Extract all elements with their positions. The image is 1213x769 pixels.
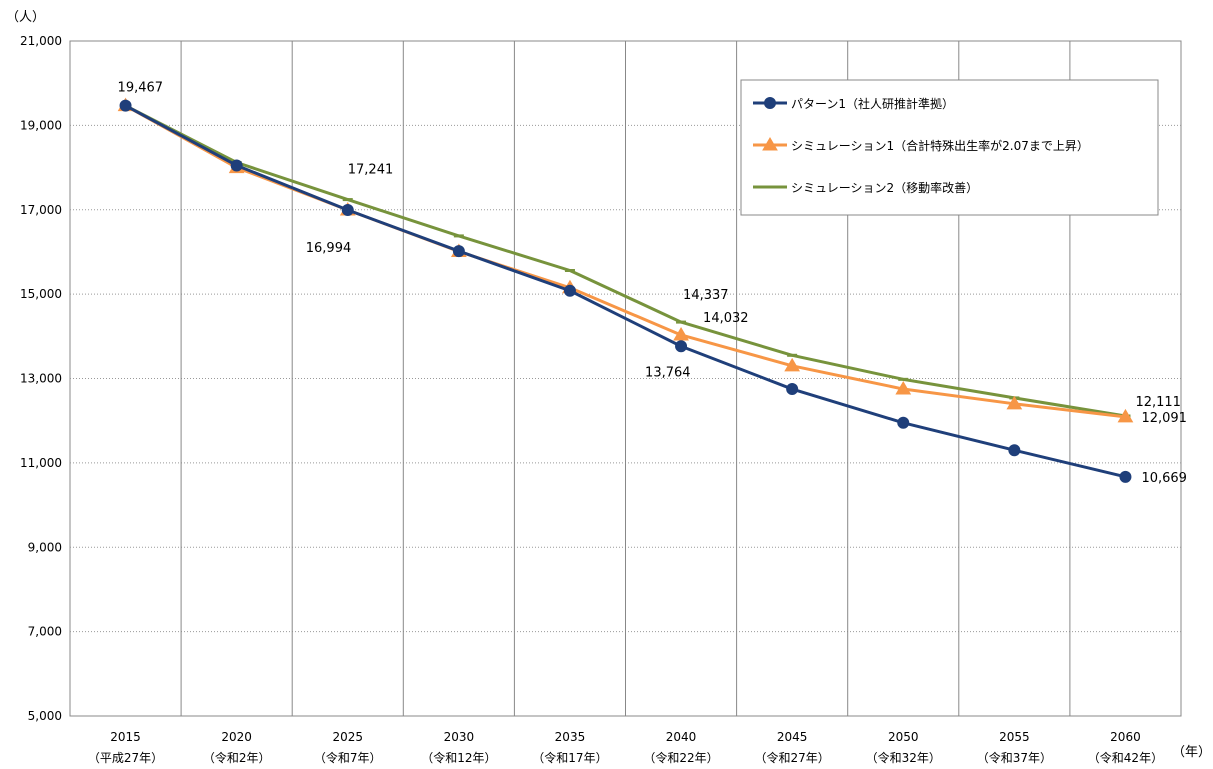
x-tick-sublabel: （令和22年） <box>643 750 718 765</box>
series-point <box>676 320 687 324</box>
data-label: 17,241 <box>348 163 394 178</box>
legend-marker <box>764 97 776 109</box>
y-tick-label: 13,000 <box>20 372 62 386</box>
y-tick-label: 21,000 <box>20 34 62 48</box>
y-tick-label: 9,000 <box>28 540 62 554</box>
series-point <box>452 245 465 258</box>
series-point <box>787 353 798 357</box>
legend-marker <box>765 185 775 189</box>
data-label: 19,467 <box>118 81 164 96</box>
legend-item-1: パターン1（社人研推計準拠） <box>753 96 954 111</box>
series-point <box>786 383 799 396</box>
legend-item-2: シミュレーション1（合計特殊出生率が2.07まで上昇） <box>753 137 1089 153</box>
y-tick-label: 11,000 <box>20 456 62 470</box>
x-tick-sublabel: （平成27年） <box>88 751 163 765</box>
x-tick-label: 2060 <box>1110 730 1141 744</box>
y-tick-label: 19,000 <box>20 118 62 132</box>
series-point <box>1006 395 1023 410</box>
series-point <box>341 204 354 217</box>
series-line <box>124 104 1126 479</box>
series-point <box>1119 470 1132 483</box>
data-label: 12,111 <box>1135 395 1181 410</box>
x-tick-sublabel: （令和27年） <box>755 750 830 765</box>
series-point <box>675 340 688 353</box>
y-tick-label: 5,000 <box>28 709 62 723</box>
x-tick-sublabel: （令和17年） <box>532 750 607 765</box>
x-tick-label: 2015 <box>110 730 141 744</box>
legend: パターン1（社人研推計準拠） シミュレーション1（合計特殊出生率が2.07まで上昇… <box>740 79 1159 216</box>
legend-label: シミュレーション2（移動率改善） <box>791 180 978 195</box>
series-point <box>897 416 910 429</box>
series-point <box>898 377 909 381</box>
x-tick-sublabel: （令和32年） <box>866 750 941 765</box>
series-point <box>230 159 243 172</box>
series-1 <box>119 99 1132 483</box>
data-label: 14,032 <box>703 311 749 326</box>
series-point <box>1117 408 1134 423</box>
data-label: 10,669 <box>1141 471 1187 486</box>
x-tick-label: 2030 <box>444 730 475 744</box>
series-line <box>124 104 1126 418</box>
data-label: 12,091 <box>1141 411 1187 426</box>
legend-label: パターン1（社人研推計準拠） <box>791 96 954 111</box>
x-tick-label: 2055 <box>999 730 1030 744</box>
x-tick-label: 2035 <box>555 730 586 744</box>
axis-layer: 5,000 7,000 9,000 11,000 13,000 15,000 17,000 1… <box>6 10 1211 765</box>
data-label: 14,337 <box>683 288 729 303</box>
series-point <box>563 284 576 297</box>
y-axis-unit-label: （人） <box>6 10 45 25</box>
series-point <box>453 234 464 238</box>
legend-item-3: シミュレーション2（移動率改善） <box>753 180 978 195</box>
x-tick-label: 2045 <box>777 730 808 744</box>
x-tick-label: 2050 <box>888 730 919 744</box>
y-tick-label: 7,000 <box>28 625 62 639</box>
x-tick-sublabel: （令和42年） <box>1088 750 1163 765</box>
series-point <box>342 198 353 202</box>
x-tick-label: 2020 <box>221 730 252 744</box>
x-axis-unit-label: （年） <box>1172 745 1211 760</box>
legend-box <box>740 79 1159 216</box>
data-label-layer: 19,467 17,241 16,994 14,337 14,032 13,764 12,1… <box>118 81 1187 486</box>
x-tick-sublabel: （令和12年） <box>421 750 496 765</box>
x-tick-sublabel: （令和2年） <box>203 750 271 765</box>
series-point <box>673 326 689 341</box>
x-tick-label: 2040 <box>666 730 697 744</box>
y-tick-label: 15,000 <box>20 287 62 301</box>
series-point <box>119 99 132 112</box>
data-label: 13,764 <box>645 365 691 380</box>
series-layer <box>117 97 1134 483</box>
x-tick-label: 2025 <box>332 730 363 744</box>
data-label: 16,994 <box>306 241 352 256</box>
y-tick-label: 17,000 <box>20 203 62 217</box>
x-tick-sublabel: （令和7年） <box>314 750 382 765</box>
series-point <box>784 357 801 372</box>
series-point <box>1008 444 1021 457</box>
series-point <box>895 381 912 395</box>
legend-label: シミュレーション1（合計特殊出生率が2.07まで上昇） <box>791 138 1089 153</box>
series-point <box>564 269 575 272</box>
legend-marker <box>762 137 778 151</box>
x-tick-sublabel: （令和37年） <box>977 750 1052 765</box>
